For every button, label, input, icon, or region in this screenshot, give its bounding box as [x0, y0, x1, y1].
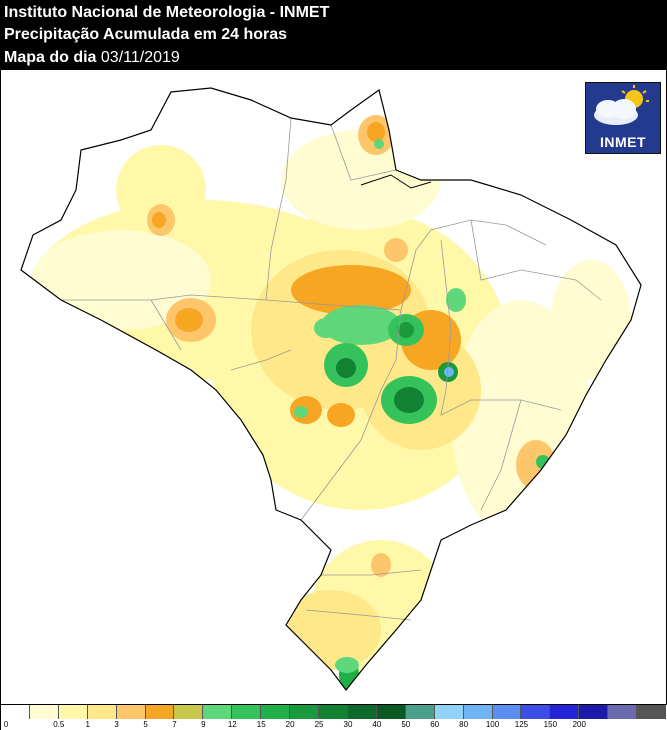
legend-swatch — [261, 705, 291, 719]
legend-swatch — [58, 705, 88, 719]
legend-tick-label: 0.5 — [53, 720, 65, 729]
map-date-label: Mapa do dia — [4, 49, 97, 66]
legend-tick-label: 20 — [285, 720, 295, 729]
legend-swatch — [319, 705, 348, 719]
legend-swatch — [550, 705, 580, 719]
precipitation-map — [0, 70, 667, 704]
legend-tick-label: 9 — [201, 720, 206, 729]
legend-swatch — [29, 705, 59, 719]
legend-tick-label: 5 — [143, 720, 148, 729]
precipitation-fields — [31, 115, 631, 690]
legend-tick-label: 125 — [514, 720, 529, 729]
legend-tick-label: 0 — [3, 720, 9, 729]
legend-tick-label: 150 — [543, 720, 558, 729]
legend-swatch — [579, 705, 609, 719]
brazil-map-svg — [20, 87, 642, 691]
logo-text: INMET — [599, 134, 647, 150]
legend-swatch — [145, 705, 175, 719]
legend-swatch — [637, 705, 666, 719]
legend-swatch — [232, 705, 262, 719]
map-date-line: Mapa do dia 03/11/2019 — [4, 48, 180, 68]
legend-tick-label: 15 — [256, 720, 266, 729]
legend-swatch — [608, 705, 638, 719]
legend-swatch — [1, 705, 30, 719]
legend-swatch — [174, 705, 204, 719]
legend-tick-label: 7 — [172, 720, 177, 729]
map-date: 03/11/2019 — [100, 49, 180, 66]
legend-swatch — [492, 705, 522, 719]
precipitation-legend: 0 0.5 1 3 5 7 9 12 15 20 25 30 40 50 60 80 100 125 150 200 — [0, 704, 667, 730]
legend-swatch — [347, 705, 377, 719]
legend-tick-label: 100 — [485, 720, 500, 729]
legend-swatch — [521, 705, 551, 719]
legend-tick-label: 200 — [572, 720, 586, 729]
map-subtitle: Precipitação Acumulada em 24 horas — [4, 26, 288, 43]
institute-title: Instituto Nacional de Meteorologia - INM… — [4, 4, 330, 21]
legend-tick-label: 12 — [227, 720, 237, 729]
legend-tick-label: 40 — [372, 720, 382, 729]
legend-tick-label: 30 — [343, 720, 353, 729]
legend-tick-label: 1 — [85, 720, 90, 729]
legend-swatch — [405, 705, 435, 719]
legend-tick-label: 25 — [314, 720, 324, 729]
brazil-border — [20, 87, 642, 691]
amazon-river-mouth — [360, 174, 432, 189]
state-borders — [61, 117, 602, 621]
legend-tick-label: 3 — [114, 720, 119, 729]
map-header: Instituto Nacional de Meteorologia - INM… — [0, 0, 667, 70]
sun-cloud-icon — [594, 85, 649, 125]
legend-swatch — [87, 705, 117, 719]
legend-swatch — [116, 705, 146, 719]
legend-swatch — [203, 705, 233, 719]
legend-swatch — [434, 705, 464, 719]
legend-tick-label: 50 — [401, 720, 411, 729]
legend-swatch — [463, 705, 493, 719]
legend-tick-label: 60 — [430, 720, 440, 729]
legend-tick-label: 80 — [459, 720, 469, 729]
legend-swatch — [290, 705, 320, 719]
inmet-logo: INMET — [585, 82, 661, 154]
legend-swatch — [376, 705, 406, 719]
